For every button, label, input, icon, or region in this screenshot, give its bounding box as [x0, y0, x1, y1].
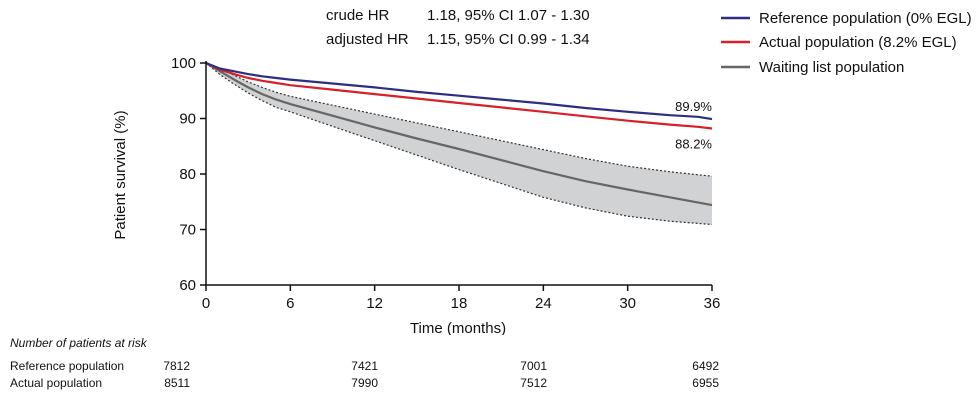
risk-row-actual-t12: 7990 — [351, 376, 378, 390]
risk-table-title: Number of patients at risk — [10, 336, 147, 350]
x-axis-label: Time (months) — [410, 320, 506, 335]
series-line-reference — [205, 61, 713, 121]
risk-row-actual-t36: 6955 — [692, 376, 719, 390]
x-tick-label: 36 — [704, 295, 721, 312]
legend: Reference population (0% EGL) Actual pop… — [721, 10, 972, 76]
risk-row-reference-t36: 6492 — [692, 359, 719, 373]
hr-crude-label: crude HR — [326, 7, 390, 24]
hr-adjusted-value: 1.15, 95% CI 0.99 - 1.34 — [427, 31, 590, 48]
end-labels-group: 89.9% 88.2% — [675, 99, 712, 151]
ci-band-fill — [206, 63, 712, 225]
x-tick-label: 0 — [202, 295, 210, 312]
y-tick-label: 70 — [179, 222, 196, 239]
hr-adjusted-label: adjusted HR — [326, 31, 409, 48]
x-tick-label: 30 — [619, 295, 636, 312]
y-tick-label: 60 — [179, 277, 196, 294]
y-axis-label: Patient survival (%) — [112, 110, 129, 239]
legend-label-actual: Actual population (8.2% EGL) — [759, 34, 957, 51]
x-tick-label: 12 — [366, 295, 383, 312]
ci-upper-line — [205, 62, 713, 177]
series-lines-group — [205, 61, 713, 207]
end-label-reference: 89.9% — [675, 99, 712, 114]
risk-row-reference-t12: 7421 — [351, 359, 378, 373]
x-tick-label: 18 — [451, 295, 468, 312]
risk-row-reference-t24: 7001 — [520, 359, 547, 373]
hr-crude-value: 1.18, 95% CI 1.07 - 1.30 — [427, 7, 590, 24]
survival-chart: crude HR 1.18, 95% CI 1.07 - 1.30 adjust… — [112, 7, 972, 335]
ci-band-group — [205, 62, 713, 226]
end-label-actual: 88.2% — [675, 136, 712, 151]
y-tick-label: 80 — [179, 166, 196, 183]
series-line-waiting — [205, 62, 713, 207]
series-line-actual — [205, 62, 713, 130]
risk-row-reference-t0: 7812 — [163, 359, 190, 373]
risk-row-actual-t0: 8511 — [164, 376, 190, 390]
y-tick-label: 90 — [179, 111, 196, 128]
legend-label-waiting: Waiting list population — [759, 59, 904, 76]
risk-row-actual-t24: 7512 — [520, 376, 547, 390]
x-tick-label: 24 — [535, 295, 552, 312]
legend-label-reference: Reference population (0% EGL) — [759, 10, 972, 27]
risk-row-reference-name: Reference population — [10, 359, 125, 373]
x-tick-label: 6 — [286, 295, 294, 312]
axes-group: 60 70 80 90 100 0 6 12 18 24 30 36 — [171, 55, 720, 312]
risk-row-actual-name: Actual population — [10, 376, 103, 390]
y-tick-label: 100 — [171, 55, 196, 72]
